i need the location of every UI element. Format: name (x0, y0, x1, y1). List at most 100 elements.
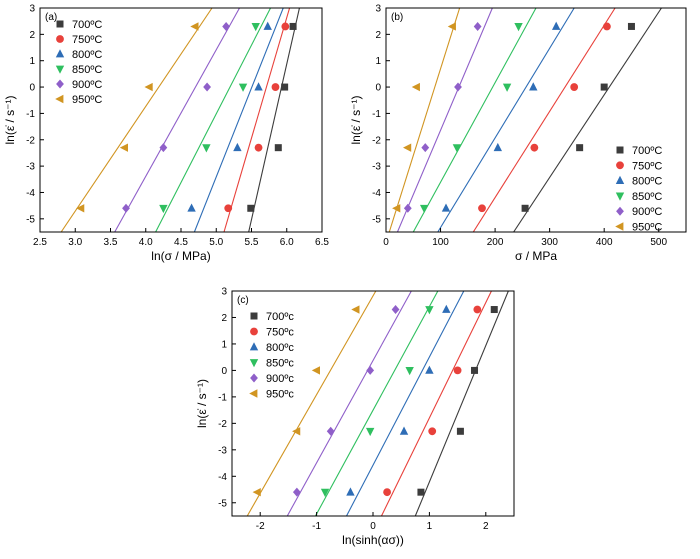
legend-marker (249, 359, 259, 368)
legend-marker (55, 94, 64, 104)
data-point (514, 23, 523, 32)
legend-marker (616, 206, 624, 216)
y-tick-label: 3 (221, 287, 227, 298)
legend-marker (56, 79, 64, 89)
y-tick-label: -1 (372, 109, 381, 120)
data-point (442, 304, 451, 313)
legend-label: 900ºC (632, 206, 662, 218)
data-point (391, 305, 400, 315)
x-tick-label: 6.5 (315, 237, 329, 248)
fit-line-1 (513, 8, 662, 232)
x-tick-label: 0 (370, 521, 376, 532)
legend-marker (249, 342, 259, 351)
data-point (159, 204, 168, 214)
y-tick-label: 0 (29, 83, 35, 94)
y-axis-label: ln(ε̇ / s⁻¹) (3, 95, 17, 144)
y-tick-label: -2 (218, 419, 227, 430)
data-point (251, 23, 260, 32)
fit-line-3 (437, 8, 575, 232)
y-tick-label: 2 (375, 30, 381, 41)
data-point (281, 22, 290, 31)
fit-line-6 (388, 8, 461, 232)
y-tick-label: -3 (26, 162, 35, 173)
legend-marker (250, 373, 258, 383)
data-point (403, 203, 412, 213)
data-point (292, 487, 301, 497)
data-point (365, 427, 375, 437)
fit-lines (388, 8, 662, 232)
legend-label: 850ºc (266, 358, 294, 370)
panel-label: (a) (45, 12, 57, 23)
legend-marker (250, 312, 258, 320)
data-point (452, 144, 462, 153)
y-tick-label: 2 (221, 313, 227, 324)
legend-label: 800ºc (266, 342, 294, 354)
x-tick-label: 100 (432, 237, 449, 248)
data-point (274, 144, 282, 152)
data-point (471, 366, 479, 374)
x-axis-label: σ / MPa (515, 249, 557, 263)
legend-label: 700ºC (72, 19, 102, 31)
data-point (271, 83, 280, 91)
chart-panel-3: -2 -1 0 1 2 -5 -4 -3 -2 -1 0 1 2 3 ln(sinh(ασ)) ln(ε̇ /… (195, 287, 515, 547)
y-tick-label: -5 (372, 214, 381, 225)
y-tick-label: 0 (375, 83, 381, 94)
fit-line-2 (472, 8, 616, 232)
data-point (419, 204, 429, 214)
x-tick-label: 400 (596, 237, 613, 248)
x-tick-label: 3.5 (104, 237, 118, 248)
fit-line-2 (380, 291, 492, 516)
data-point (190, 22, 199, 31)
data-point (383, 488, 391, 497)
legend-label: 950ºC (72, 94, 102, 106)
x-axis-label: ln(σ / MPa) (151, 249, 210, 263)
legend-label: 700ºC (632, 145, 662, 157)
data-point (392, 204, 401, 213)
data-point (403, 143, 412, 152)
fit-line-1 (414, 291, 509, 516)
data-point (144, 82, 153, 92)
data-point (311, 366, 320, 375)
data-points (76, 21, 297, 214)
y-tick-label: -4 (26, 188, 35, 199)
fit-line-6 (246, 291, 377, 516)
x-tick-label: 5.0 (209, 237, 223, 248)
data-point (441, 203, 451, 212)
x-tick-label: 0 (383, 237, 389, 248)
data-point (326, 426, 335, 436)
data-point (456, 427, 464, 435)
data-point (289, 22, 297, 30)
data-point (600, 83, 608, 91)
legend: 700ºC 750ºC 800ºC 850ºC 900ºC 950ºC (615, 145, 662, 234)
data-point (425, 306, 434, 315)
x-tick-label: 200 (487, 237, 504, 248)
x-tick-label: 2.5 (33, 237, 47, 248)
fit-line-4 (155, 8, 272, 232)
y-tick-label: -4 (372, 188, 381, 199)
y-tick-label: 2 (29, 30, 35, 41)
y-tick-label: -3 (218, 445, 227, 456)
x-tick-label: 3.0 (68, 237, 82, 248)
data-point (238, 83, 248, 92)
y-tick-label: -2 (26, 135, 35, 146)
legend-label: 850ºC (72, 64, 102, 76)
legend-marker (56, 20, 64, 28)
fit-line-3 (346, 291, 465, 516)
data-point (405, 367, 414, 376)
fit-line-1 (248, 8, 300, 232)
x-tick-label: 1 (427, 521, 433, 532)
legend-marker (249, 389, 258, 398)
x-tick-label: 4.0 (139, 237, 153, 248)
data-point (428, 427, 437, 436)
data-point (411, 82, 420, 92)
y-tick-label: 1 (29, 56, 35, 67)
x-tick-label: -1 (312, 521, 321, 532)
x-tick-label: 6.0 (280, 237, 294, 248)
x-tick-label: 4.5 (174, 237, 188, 248)
data-point (346, 487, 355, 496)
legend-marker (616, 146, 624, 154)
data-point (603, 22, 611, 31)
legend-marker (56, 35, 64, 43)
legend-marker (55, 65, 65, 74)
legend-marker (616, 161, 624, 170)
